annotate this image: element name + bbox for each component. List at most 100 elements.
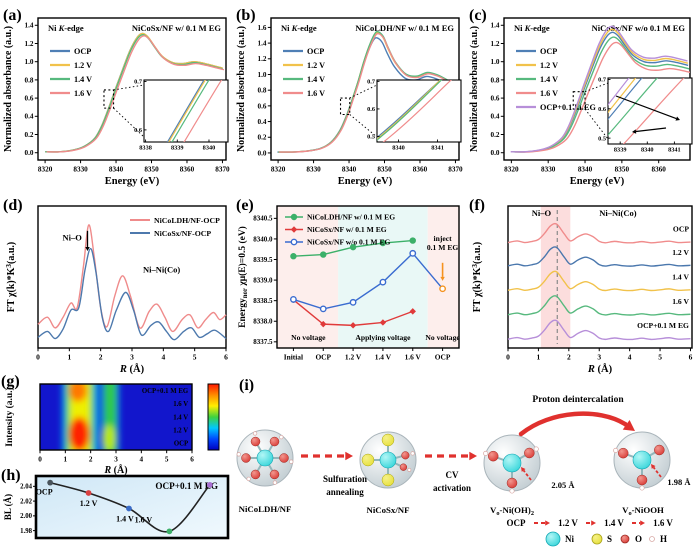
svg-text:8341: 8341: [668, 147, 681, 154]
svg-text:0.5: 0.5: [367, 134, 375, 141]
plot-area: 8320 8330 8340 8350 8360 8370 0.0 0.2 0.4 0.6 0.8 1…: [3, 17, 230, 187]
data-point-ocp-eg: [206, 481, 213, 488]
curve-1.6 V: [46, 35, 225, 153]
svg-text:R (Å): R (Å): [119, 363, 145, 375]
svg-text:8337.5: 8337.5: [253, 338, 273, 346]
svg-text:1.0: 1.0: [491, 58, 500, 66]
svg-text:Ni–O: Ni–O: [532, 208, 552, 218]
svg-text:1.6 V: 1.6 V: [405, 353, 422, 362]
plot-area: 0 1 2 3 4 5 6 R (Å) FT χ(k)*K3(a.u.) Ni–O Ni–Ni(Co…: [5, 205, 228, 375]
svg-text:NiCoSx/NF-OCP: NiCoSx/NF-OCP: [154, 229, 211, 238]
svg-text:0.7: 0.7: [367, 79, 375, 86]
svg-text:2.05 Å: 2.05 Å: [551, 480, 575, 490]
svg-text:OCP+0.1 M EG: OCP+0.1 M EG: [637, 321, 689, 330]
svg-text:Energy (eV): Energy (eV): [105, 176, 160, 187]
panel-label-h: (h): [1, 467, 21, 484]
voltage-sequence: OCP 1.2 V 1.4 V 1.6 V: [507, 518, 674, 528]
curve-NiCoLDH/NF-OCP: [37, 224, 227, 333]
curve-1.2 V: [507, 246, 691, 267]
svg-text:5: 5: [658, 353, 662, 362]
svg-text:8350: 8350: [377, 166, 392, 174]
svg-text:NiCoLDH/NF: NiCoLDH/NF: [239, 504, 292, 514]
svg-text:2.02: 2.02: [20, 498, 32, 505]
svg-text:8360: 8360: [180, 166, 195, 174]
panel-a-xanes-chart: 8320 8330 8340 8350 8360 8370 0.0 0.2 0.4 0.6 0.8 1…: [3, 17, 230, 187]
svg-text:1.2 V: 1.2 V: [540, 61, 558, 70]
svg-text:1.2 V: 1.2 V: [558, 518, 578, 528]
svg-text:1.4: 1.4: [491, 22, 500, 30]
svg-text:8330: 8330: [73, 166, 88, 174]
svg-text:FT χ(k)*K3(a.u.): FT χ(k)*K3(a.u.): [5, 242, 17, 313]
curve-1.6 V: [279, 32, 457, 153]
legend: OCP 1.2 V 1.4 V 1.6 V OCP+0.1 M EG: [516, 47, 596, 112]
svg-text:Ni K-edge: Ni K-edge: [514, 23, 550, 33]
svg-text:1: 1: [67, 353, 71, 362]
svg-text:1.4 V: 1.4 V: [74, 75, 92, 84]
svg-text:1.6 V: 1.6 V: [540, 89, 558, 98]
panel-c-xanes-chart: 8320 8330 8340 8350 8360 0.0 0.2 0.4 0.6 0.8 1.0 1.…: [469, 17, 693, 187]
panel-label-f: (f): [469, 197, 485, 214]
molecule-vo: [483, 434, 541, 494]
series-NiCoSx/NF w/o 0.1 M EG: [293, 252, 444, 310]
svg-text:Ni–Ni(Co): Ni–Ni(Co): [143, 264, 180, 274]
panel-label-a: (a): [3, 7, 22, 24]
svg-text:1.4 V: 1.4 V: [116, 514, 134, 523]
svg-text:1.2: 1.2: [258, 55, 267, 63]
svg-text:8338.5: 8338.5: [253, 297, 273, 305]
svg-text:0.2: 0.2: [491, 131, 500, 139]
svg-text:1.6 V: 1.6 V: [135, 515, 153, 524]
svg-text:8339.5: 8339.5: [253, 256, 273, 264]
svg-text:8340: 8340: [578, 166, 593, 174]
curve-NiCoSx/NF-OCP: [37, 247, 227, 341]
svg-text:8340.0: 8340.0: [253, 235, 273, 243]
data-point-1.6 V: [166, 528, 173, 535]
svg-text:0.8: 0.8: [258, 87, 267, 95]
svg-text:5: 5: [193, 353, 197, 362]
svg-text:No voltage: No voltage: [291, 333, 326, 342]
svg-text:OCP+0.1 M EG: OCP+0.1 M EG: [142, 388, 189, 395]
svg-text:1.2 V: 1.2 V: [307, 61, 325, 70]
legend: NiCoLDH/NF w/ 0.1 M EG NiCoSx/NF w/ 0.1 M…: [285, 213, 395, 247]
svg-text:2: 2: [567, 353, 571, 362]
svg-text:1.2 V: 1.2 V: [173, 428, 188, 435]
svg-text:NiCoSx/NF w/ 0.1 M EG: NiCoSx/NF w/ 0.1 M EG: [307, 225, 387, 234]
curves: [45, 32, 225, 153]
curve-OCP: [507, 222, 691, 244]
legend-atom-O: [620, 534, 630, 544]
panel-b-xanes-chart: 8320 8330 8340 8350 8360 8370 0.0 0.2 0.4 0.6 0.8 1…: [236, 17, 463, 187]
panel-g-heatmap: OCP+0.1 M EG 1.6 V 1.4 V 1.2 V OCP 0 1 2 3 4 5 6 R (…: [4, 383, 220, 476]
svg-text:Ni: Ni: [565, 534, 574, 544]
svg-text:Ni K-edge: Ni K-edge: [281, 23, 317, 33]
svg-text:0: 0: [38, 456, 42, 464]
svg-text:1.4 V: 1.4 V: [375, 353, 392, 362]
svg-text:8330: 8330: [306, 166, 321, 174]
svg-text:Normalized absorbance (a.u.): Normalized absorbance (a.u.): [3, 26, 14, 152]
svg-text:2: 2: [89, 456, 93, 464]
svg-text:1.2: 1.2: [25, 40, 34, 48]
svg-text:FT χ(k)*K3(a.u.): FT χ(k)*K3(a.u.): [471, 242, 483, 313]
svg-text:0.6: 0.6: [25, 95, 34, 103]
svg-text:OCP: OCP: [174, 441, 188, 448]
svg-text:Normalized absorbance (a.u.): Normalized absorbance (a.u.): [236, 26, 247, 152]
svg-text:NiCoLDH/NF w/ 0.1 M EG: NiCoLDH/NF w/ 0.1 M EG: [355, 23, 454, 33]
svg-text:8341: 8341: [431, 145, 444, 152]
panel-f-stacked-exafs-chart: 0 1 2 3 4 5 6 R (Å) FT χ(k)*K3(a.u.) OCP 1.2 V 1.4 …: [471, 205, 693, 375]
svg-text:4: 4: [628, 353, 632, 362]
svg-text:3: 3: [130, 353, 134, 362]
svg-text:8320: 8320: [504, 166, 519, 174]
svg-text:CV: CV: [446, 470, 459, 480]
svg-text:8338: 8338: [139, 145, 152, 152]
svg-text:0.4: 0.4: [25, 113, 34, 121]
svg-text:1.4 V: 1.4 V: [540, 75, 558, 84]
legend: NiCoLDH/NF-OCP NiCoSx/NF-OCP: [130, 216, 220, 238]
svg-text:Ni–Ni(Co): Ni–Ni(Co): [599, 208, 636, 218]
svg-text:8338.0: 8338.0: [253, 318, 273, 326]
curve-1.6 V: [514, 41, 690, 153]
inset: 0.5 0.6 0.7 8339 8340 8341: [598, 77, 693, 154]
panel-label-d: (d): [3, 197, 23, 214]
atoms: [361, 433, 415, 487]
svg-text:Energy (eV): Energy (eV): [570, 176, 625, 187]
svg-text:8339.0: 8339.0: [253, 276, 273, 284]
